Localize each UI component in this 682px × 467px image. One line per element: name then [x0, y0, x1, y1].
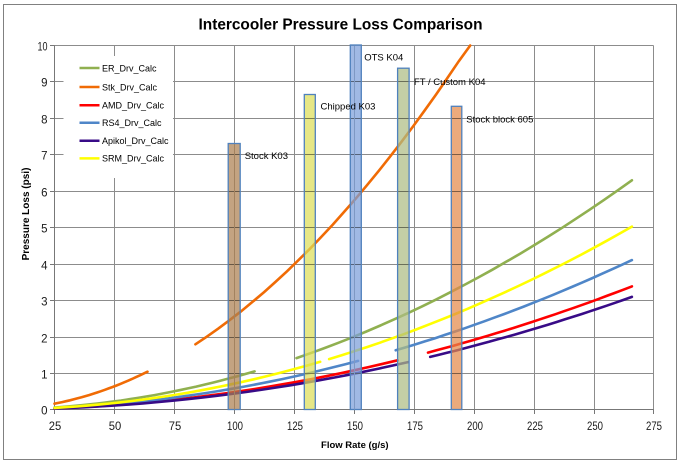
svg-text:8: 8: [41, 113, 48, 127]
svg-text:FT / Custom K04: FT / Custom K04: [414, 77, 486, 88]
svg-text:225: 225: [527, 419, 543, 433]
svg-text:100: 100: [227, 419, 243, 433]
svg-text:Intercooler Pressure Loss Comp: Intercooler Pressure Loss Comparison: [199, 17, 483, 34]
svg-text:50: 50: [109, 419, 122, 433]
svg-text:200: 200: [467, 419, 483, 433]
svg-text:5: 5: [41, 222, 48, 236]
svg-text:275: 275: [646, 419, 662, 433]
svg-text:Stock block 605: Stock block 605: [466, 115, 533, 126]
svg-text:Stk_Drv_Calc: Stk_Drv_Calc: [102, 82, 158, 92]
svg-text:Apikol_Drv_Calc: Apikol_Drv_Calc: [102, 136, 169, 146]
svg-text:250: 250: [587, 419, 603, 433]
svg-text:25: 25: [49, 419, 62, 433]
svg-text:7: 7: [41, 149, 48, 163]
svg-text:Chipped K03: Chipped K03: [321, 102, 376, 113]
svg-text:175: 175: [407, 419, 423, 433]
svg-text:Flow Rate (g/s): Flow Rate (g/s): [321, 440, 389, 451]
svg-text:6: 6: [41, 186, 48, 200]
svg-text:AMD_Drv_Calc: AMD_Drv_Calc: [102, 101, 165, 111]
svg-text:Stock K03: Stock K03: [245, 151, 288, 162]
svg-text:75: 75: [169, 419, 182, 433]
svg-text:125: 125: [287, 419, 303, 433]
svg-text:9: 9: [41, 76, 48, 90]
svg-text:SRM_Drv_Calc: SRM_Drv_Calc: [102, 154, 165, 164]
svg-text:4: 4: [41, 259, 48, 273]
svg-text:2: 2: [41, 332, 48, 346]
svg-text:ER_Drv_Calc: ER_Drv_Calc: [102, 63, 157, 73]
svg-text:OTS K04: OTS K04: [364, 53, 403, 64]
svg-text:Pressure Loss (psi): Pressure Loss (psi): [21, 168, 32, 261]
svg-text:150: 150: [347, 419, 363, 433]
svg-text:3: 3: [41, 295, 48, 309]
svg-text:RS4_Drv_Calc: RS4_Drv_Calc: [102, 118, 162, 128]
svg-text:10: 10: [38, 40, 48, 54]
svg-text:1: 1: [41, 368, 48, 382]
svg-text:0: 0: [41, 404, 48, 418]
